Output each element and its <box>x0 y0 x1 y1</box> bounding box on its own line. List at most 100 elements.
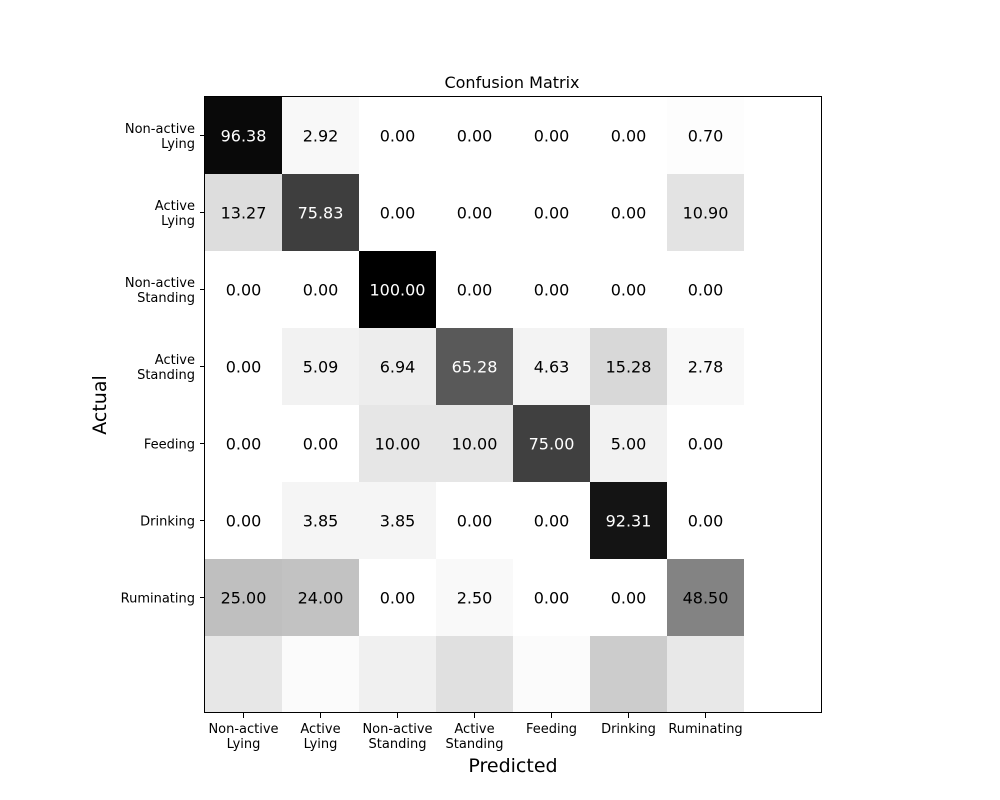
y-tick-label: Active <box>155 353 195 368</box>
heatmap-cell <box>359 482 436 559</box>
cell-value-label: 0.00 <box>457 127 493 146</box>
heatmap-cell <box>513 559 590 636</box>
heatmap-cell <box>359 559 436 636</box>
cell-value-label: 0.00 <box>226 512 262 531</box>
x-tick-label: Active <box>454 722 494 737</box>
y-tick-label: Feeding <box>144 438 195 453</box>
heatmap-cell <box>667 328 744 405</box>
cell-value-label: 25.00 <box>221 589 267 608</box>
cell-value-label: 0.00 <box>226 435 262 454</box>
heatmap-cell <box>436 328 513 405</box>
cell-value-label: 48.50 <box>683 589 729 608</box>
heatmap-extra-cell <box>359 636 436 713</box>
heatmap-extra-cell <box>667 636 744 713</box>
x-axis-label: Predicted <box>468 755 557 777</box>
cell-value-label: 13.27 <box>221 204 267 223</box>
heatmap-cell <box>513 174 590 251</box>
cell-value-label: 0.00 <box>380 127 416 146</box>
cell-value-label: 6.94 <box>380 358 416 377</box>
y-tick-label: Active <box>155 199 195 214</box>
cell-value-label: 10.00 <box>375 435 421 454</box>
heatmap-cell <box>205 559 282 636</box>
y-tick-label: Ruminating <box>121 592 195 607</box>
heatmap-cell <box>205 482 282 559</box>
cell-value-label: 0.00 <box>534 127 570 146</box>
heatmap-cell <box>667 174 744 251</box>
x-tick-label: Non-active <box>362 722 432 737</box>
heatmap-cell <box>667 405 744 482</box>
axis-ticks: Non-activeLyingActiveLyingNon-activeStan… <box>121 122 743 752</box>
heatmap-cell <box>590 559 667 636</box>
cell-value-label: 2.78 <box>688 358 724 377</box>
cell-value-label: 65.28 <box>452 358 498 377</box>
cell-value-label: 24.00 <box>298 589 344 608</box>
x-tick-label: Lying <box>304 737 338 752</box>
heatmap-cell <box>513 97 590 174</box>
heatmap-extra-cell <box>513 636 590 713</box>
heatmap-cell <box>359 328 436 405</box>
heatmap-cell <box>282 559 359 636</box>
heatmap-cell <box>513 482 590 559</box>
heatmap-extra-cell <box>590 636 667 713</box>
heatmap-cell <box>513 405 590 482</box>
cell-value-label: 15.28 <box>606 358 652 377</box>
cell-value-label: 0.00 <box>611 204 647 223</box>
heatmap-cell <box>205 405 282 482</box>
x-tick-label: Ruminating <box>668 722 742 737</box>
heatmap-cell <box>359 174 436 251</box>
y-tick-label: Lying <box>161 137 195 152</box>
heatmap-cell <box>667 559 744 636</box>
heatmap-extra-cell <box>205 636 282 713</box>
y-axis-label: Actual <box>89 375 111 435</box>
heatmap-cell <box>590 97 667 174</box>
cell-value-label: 0.00 <box>457 204 493 223</box>
heatmap-cells: 96.38 2.92 0.00 0.00 0.00 0.00 0.70 13.27 75.83 0… <box>205 97 744 713</box>
cell-value-label: 0.00 <box>534 512 570 531</box>
cell-value-label: 10.90 <box>683 204 729 223</box>
heatmap-cell <box>590 328 667 405</box>
cell-value-label: 92.31 <box>606 512 652 531</box>
cell-value-label: 0.00 <box>534 204 570 223</box>
x-tick-label: Feeding <box>526 722 577 737</box>
cell-value-label: 0.00 <box>611 281 647 300</box>
cell-value-label: 100.00 <box>370 281 426 300</box>
cell-value-label: 0.00 <box>457 512 493 531</box>
cell-value-label: 0.70 <box>688 127 724 146</box>
plot-frame <box>204 96 822 713</box>
y-tick-label: Standing <box>137 368 195 383</box>
heatmap-cell <box>590 482 667 559</box>
cell-value-label: 0.00 <box>380 204 416 223</box>
heatmap-cell <box>282 405 359 482</box>
cell-value-label: 75.83 <box>298 204 344 223</box>
y-tick-label: Non-active <box>125 276 195 291</box>
cell-value-label: 0.00 <box>303 281 339 300</box>
heatmap-cell <box>205 251 282 328</box>
cell-value-label: 3.85 <box>380 512 416 531</box>
heatmap-cell <box>436 559 513 636</box>
cell-value-label: 0.00 <box>534 281 570 300</box>
heatmap-cell <box>282 328 359 405</box>
cell-value-label: 96.38 <box>221 127 267 146</box>
cell-value-label: 75.00 <box>529 435 575 454</box>
heatmap-cell <box>436 405 513 482</box>
heatmap-cell <box>590 251 667 328</box>
heatmap-cell <box>359 251 436 328</box>
cell-value-label: 0.00 <box>457 281 493 300</box>
cell-value-label: 0.00 <box>688 281 724 300</box>
heatmap-cell <box>205 174 282 251</box>
cell-value-label: 0.00 <box>303 435 339 454</box>
heatmap-cell <box>513 328 590 405</box>
heatmap-cell <box>359 97 436 174</box>
y-tick-label: Lying <box>161 214 195 229</box>
y-tick-label: Non-active <box>125 122 195 137</box>
y-tick-label: Standing <box>137 291 195 306</box>
cell-value-label: 0.00 <box>611 127 647 146</box>
heatmap-cell <box>436 482 513 559</box>
chart-title: Confusion Matrix <box>444 73 579 92</box>
x-tick-label: Lying <box>227 737 261 752</box>
heatmap-extra-cell <box>282 636 359 713</box>
heatmap-cell <box>513 251 590 328</box>
cell-value-label: 0.00 <box>226 281 262 300</box>
cell-value-label: 4.63 <box>534 358 570 377</box>
